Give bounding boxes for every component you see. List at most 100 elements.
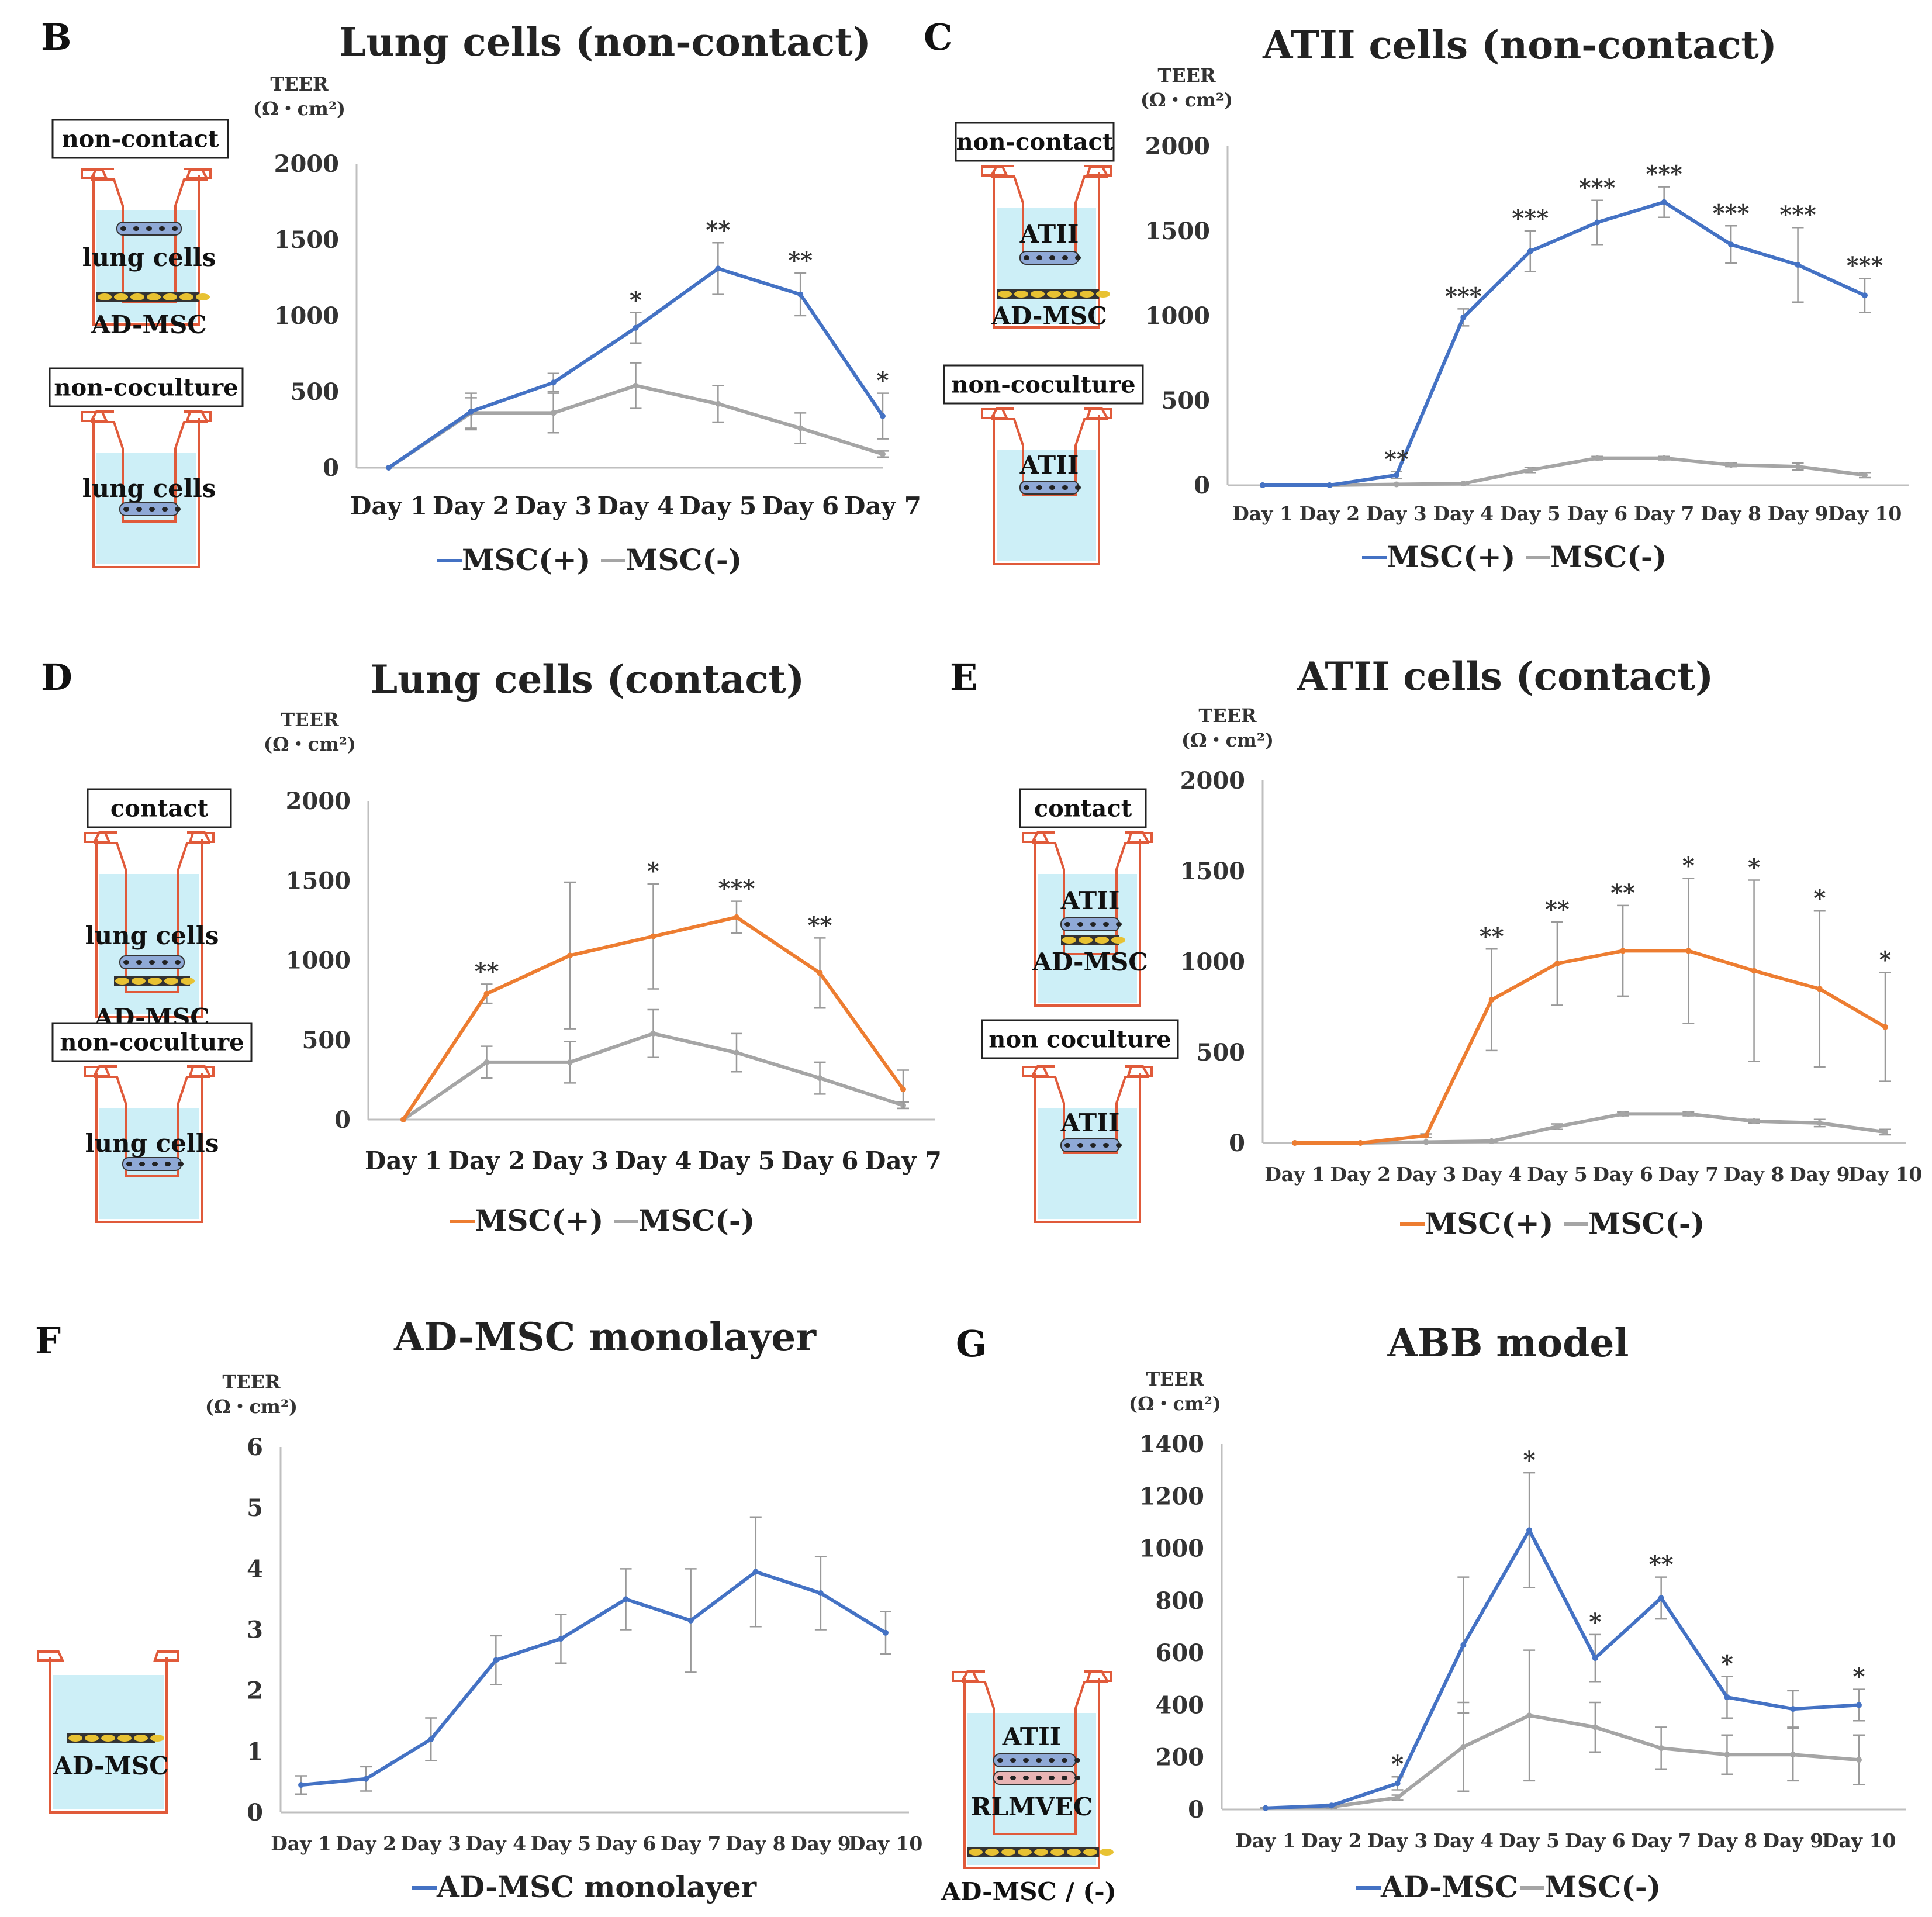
data-point [1795, 262, 1801, 268]
series-AD-MSC monolayer [295, 1516, 891, 1795]
y-tick-label: 800 [1156, 1587, 1205, 1615]
atii-cell-layer-nucleus [1062, 255, 1068, 260]
atii-cell-layer-nucleus [1116, 922, 1122, 927]
insert-outline [1032, 842, 1149, 955]
insert-outline [94, 842, 210, 993]
y-tick-label: 1400 [1139, 1431, 1204, 1458]
lung-cell-layer-nucleus [149, 960, 155, 965]
data-point [1527, 248, 1533, 254]
atii-cell-layer-nucleus [1036, 255, 1042, 260]
condition-box [1019, 788, 1147, 828]
significance-mark: ** [1384, 445, 1409, 473]
y-tick-label: 0 [1194, 472, 1210, 499]
ad-msc-cell [1034, 1849, 1048, 1856]
x-tick-label: Day 10 [849, 1832, 923, 1855]
data-point [1488, 1138, 1495, 1144]
diagram-B: non-contact lung cells AD-MSC non-coculture… [49, 119, 244, 568]
atii-cell-layer-nucleus [1075, 255, 1081, 260]
cell-label: AD-MSC / (-) [941, 1877, 1116, 1906]
lung-cell-layer-nucleus [123, 507, 129, 512]
chart-G: G ABB model TEER (Ω・cm²) 0 200 400 600 800 1000 12… [956, 1320, 1906, 1904]
data-point [650, 1030, 656, 1037]
significance-mark: * [647, 858, 659, 885]
ad-msc-cell [1083, 1849, 1097, 1856]
significance-mark: ** [706, 216, 730, 244]
atii-cell-layer-nucleus [1049, 255, 1055, 260]
data-point [817, 970, 823, 976]
insert-rim-left [1031, 831, 1055, 844]
y-tick-label: 600 [1156, 1639, 1205, 1667]
data-point [1423, 1139, 1429, 1145]
condition-label: contact [110, 795, 209, 823]
data-point [633, 324, 639, 331]
significance-mark: * [1589, 1608, 1601, 1636]
legend: AD-MSC MSC(-) [1356, 1870, 1661, 1904]
ad-msc-layer [967, 1847, 1099, 1857]
data-point [1751, 968, 1757, 974]
insert-outline [94, 1076, 210, 1177]
ad-msc-cell [969, 1849, 983, 1856]
legend-label: MSC(+) [1425, 1206, 1553, 1241]
condition-box [51, 1022, 253, 1062]
x-tick-label: Day 5 [698, 1146, 775, 1175]
y-tick-label: 1200 [1139, 1483, 1204, 1510]
x-tick-label: Day 6 [1592, 1163, 1653, 1186]
data-point [687, 1617, 694, 1624]
legend-label: MSC(-) [625, 543, 742, 577]
data-point [1460, 314, 1467, 320]
atii-cell-layer-nucleus [1064, 922, 1070, 927]
condition-box [49, 367, 244, 407]
legend: AD-MSC monolayer [412, 1870, 757, 1904]
data-point [1554, 1124, 1560, 1130]
well-outline [1034, 1073, 1141, 1223]
lung-cell-layer-nucleus [139, 1162, 145, 1166]
insert-rim-right [187, 831, 212, 844]
atii-cell-layer-nucleus [1024, 485, 1029, 490]
x-tick-label: Day 9 [790, 1832, 851, 1855]
x-tick-label: Day 8 [725, 1832, 786, 1855]
y-tick-label: 1000 [286, 947, 351, 975]
diagram-C: non-contact ATII AD-MSC non-coculture ATII [943, 122, 1144, 565]
diagram-F: AD-MSC [37, 1650, 179, 1814]
data-point [734, 1049, 739, 1056]
chart-title: AD-MSC monolayer [393, 1314, 817, 1360]
atii-cell-layer-nucleus [1064, 1143, 1070, 1148]
insert-medium [1024, 212, 1074, 257]
ad-msc-cell [114, 293, 128, 300]
data-point [883, 1629, 889, 1636]
data-point [1658, 1745, 1664, 1752]
x-tick-label: Day 5 [1500, 502, 1561, 525]
y-tick-label: 6 [247, 1434, 263, 1461]
data-point [363, 1776, 369, 1782]
data-point [1724, 1752, 1730, 1758]
data-point [493, 1657, 499, 1663]
significance-mark: *** [1445, 282, 1482, 310]
data-point [900, 1086, 906, 1093]
panel-label: F [35, 1320, 61, 1362]
cell-label: ATII [1060, 1108, 1120, 1137]
x-tick-label: Day 4 [466, 1832, 527, 1855]
data-point [1856, 1757, 1862, 1763]
well-outline [1034, 839, 1141, 1007]
y-tick-label: 1500 [286, 867, 351, 894]
series-line [1263, 200, 1866, 487]
insert-outline [91, 178, 208, 303]
y-axis-unit-line2: (Ω・cm²) [264, 733, 356, 755]
data-point [1816, 1120, 1823, 1126]
x-tick-label: Day 4 [1433, 1829, 1494, 1852]
insert-rim-right [187, 1065, 212, 1077]
chart-D: D Lung cells (contact) TEER(Ω・cm²) 0 500 1000… [41, 656, 942, 1238]
significance-mark: ** [475, 958, 499, 985]
rlmvec-cell-layer-nucleus [1049, 1776, 1055, 1780]
legend-label: MSC(-) [1550, 540, 1667, 574]
significance-mark: ** [1545, 896, 1570, 923]
insert-rim-left [1031, 1065, 1055, 1077]
data-point [715, 400, 721, 407]
chart-title: ABB model [1387, 1320, 1629, 1366]
x-tick-label: Day 3 [1396, 1163, 1457, 1186]
data-point [1816, 986, 1823, 992]
atii-cell-layer-nucleus [1103, 1143, 1109, 1148]
data-point [715, 265, 721, 272]
condition-box [955, 122, 1115, 162]
